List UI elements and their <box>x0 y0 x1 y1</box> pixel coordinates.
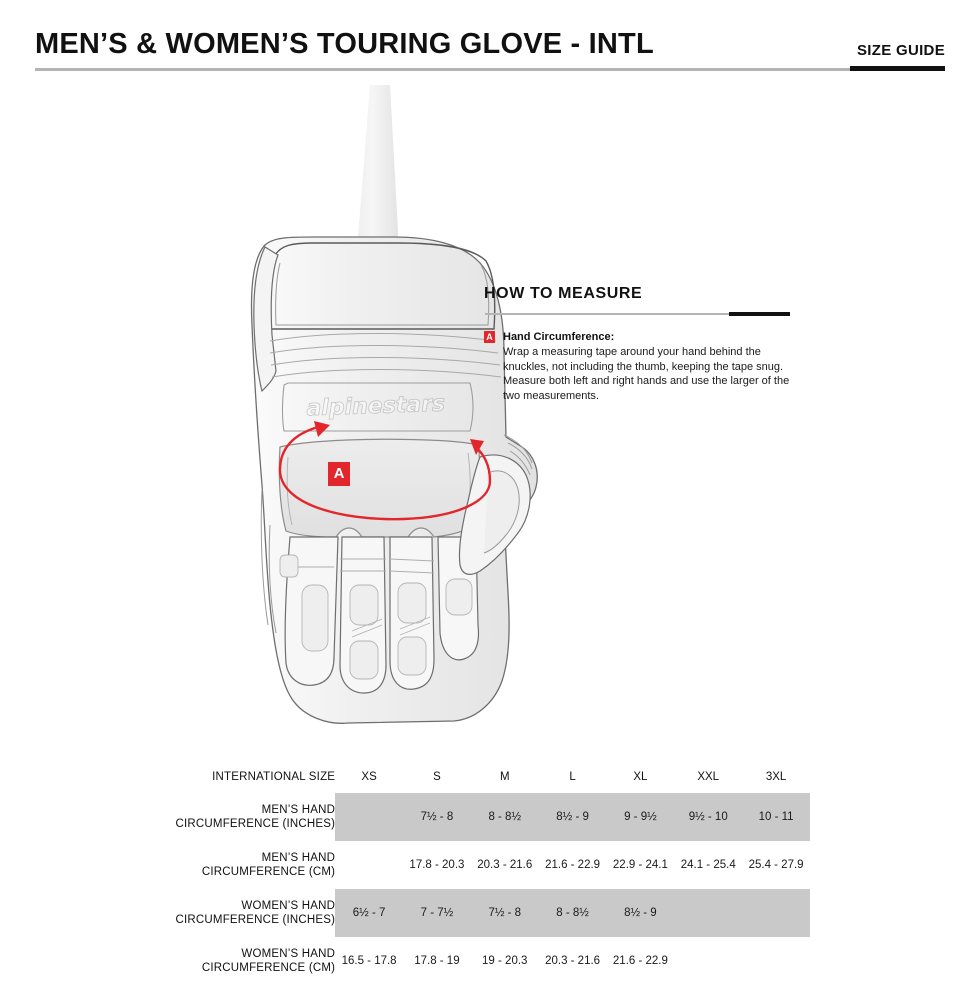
table-row: MEN’S HAND CIRCUMFERENCE (INCHES) 7½ - 8… <box>0 793 810 841</box>
cell: 21.6 - 22.9 <box>612 955 668 967</box>
header-divider-accent <box>850 66 945 71</box>
page-title: MEN’S & WOMEN’S TOURING GLOVE - INTL <box>35 28 654 60</box>
cell: 9 - 9½ <box>606 793 675 841</box>
cell: 25.4 - 27.9 <box>748 859 804 871</box>
size-column-s: S <box>433 770 441 783</box>
table-row: WOMEN’S HAND CIRCUMFERENCE (INCHES) 6½ -… <box>0 889 810 937</box>
cell: 21.6 - 22.9 <box>545 859 601 871</box>
wrist-seams <box>269 333 502 378</box>
cell: 10 - 11 <box>742 793 810 841</box>
cell: 9½ - 10 <box>674 793 743 841</box>
cell: 6½ - 7 <box>335 889 403 937</box>
cell <box>742 889 810 937</box>
measure-item-hand-circumference: A Hand Circumference: Wrap a measuring t… <box>484 330 804 403</box>
row-label-line1: WOMEN’S HAND <box>241 948 336 960</box>
size-table-wrapper: INTERNATIONAL SIZE XS S M L XL XXL 3XL M… <box>0 760 979 985</box>
cell: 22.9 - 24.1 <box>612 859 668 871</box>
row-label-line2: CIRCUMFERENCE (INCHES) <box>175 818 336 830</box>
finger-pads <box>279 554 473 680</box>
how-to-measure-divider <box>484 310 804 318</box>
cell: 8½ - 9 <box>538 793 607 841</box>
measure-item-description: Wrap a measuring tape around your hand b… <box>503 346 790 402</box>
size-column-m: M <box>499 770 510 783</box>
size-column-xxl: XXL <box>697 770 720 783</box>
brand-wordmark: alpinestars <box>306 391 446 422</box>
divider-gray <box>485 313 790 315</box>
row-label-womens-inches: WOMEN’S HAND CIRCUMFERENCE (INCHES) <box>0 889 335 937</box>
how-to-measure-section: HOW TO MEASURE A Hand Circumference: Wra… <box>484 285 804 403</box>
cell: 7½ - 8 <box>470 889 539 937</box>
cell <box>674 937 742 985</box>
cell: 8 - 8½ <box>470 793 539 841</box>
table-row: MEN’S HAND CIRCUMFERENCE (CM) 17.8 - 20.… <box>0 841 810 889</box>
how-to-measure-title: HOW TO MEASURE <box>484 285 643 302</box>
cell <box>674 889 743 937</box>
cell: 7 - 7½ <box>403 889 471 937</box>
table-header-label: INTERNATIONAL SIZE <box>212 770 336 783</box>
finger-detail-stripes <box>351 616 431 638</box>
divider-accent <box>729 312 790 316</box>
knuckle-armor <box>278 438 481 538</box>
row-label-mens-cm: MEN’S HAND CIRCUMFERENCE (CM) <box>0 841 335 889</box>
marker-a-badge: A <box>328 462 350 486</box>
cell: 19 - 20.3 <box>482 955 528 967</box>
thumb <box>458 454 531 575</box>
cell <box>335 841 403 889</box>
cell <box>742 937 810 985</box>
row-label-line1: MEN’S HAND <box>261 852 336 864</box>
measure-item-label: Hand Circumference: <box>503 331 615 343</box>
table-row: WOMEN’S HAND CIRCUMFERENCE (CM) 16.5 - 1… <box>0 937 810 985</box>
logo-panel <box>281 382 474 432</box>
size-column-xs: XS <box>361 770 377 783</box>
row-label-womens-cm: WOMEN’S HAND CIRCUMFERENCE (CM) <box>0 937 335 985</box>
size-table: INTERNATIONAL SIZE XS S M L XL XXL 3XL M… <box>0 760 810 985</box>
cell: 24.1 - 25.4 <box>680 859 736 871</box>
header-divider <box>35 68 945 71</box>
size-column-l: L <box>569 770 576 783</box>
svg-text:alpinestars: alpinestars <box>306 392 445 422</box>
row-label-line1: WOMEN’S HAND <box>241 900 336 912</box>
cell: 16.5 - 17.8 <box>341 955 397 967</box>
cell: 20.3 - 21.6 <box>545 955 601 967</box>
size-column-xl: XL <box>633 770 648 783</box>
arrow-heads <box>314 421 484 455</box>
size-column-3xl: 3XL <box>765 770 787 783</box>
finger-seams <box>292 558 435 574</box>
table-header-row: INTERNATIONAL SIZE XS S M L XL XXL 3XL <box>0 760 810 793</box>
measure-badge-a: A <box>484 331 495 343</box>
row-label-line2: CIRCUMFERENCE (INCHES) <box>175 914 336 926</box>
glove-illustration: alpinestars <box>218 85 548 765</box>
row-label-line2: CIRCUMFERENCE (CM) <box>201 866 336 878</box>
cuff-side-strap <box>253 246 279 393</box>
cell: 8½ - 9 <box>606 889 675 937</box>
cell <box>335 793 403 841</box>
row-label-line1: MEN’S HAND <box>261 804 336 816</box>
cell: 17.8 - 20.3 <box>409 859 465 871</box>
thumb-web-seams <box>503 434 533 476</box>
page-header: MEN’S & WOMEN’S TOURING GLOVE - INTL SIZ… <box>0 0 979 76</box>
cell: 20.3 - 21.6 <box>477 859 533 871</box>
cell: 8 - 8½ <box>538 889 607 937</box>
size-guide-kicker: SIZE GUIDE <box>856 42 945 59</box>
cell: 17.8 - 19 <box>414 955 460 967</box>
row-label-mens-inches: MEN’S HAND CIRCUMFERENCE (INCHES) <box>0 793 335 841</box>
row-label-line2: CIRCUMFERENCE (CM) <box>201 962 336 974</box>
cell: 7½ - 8 <box>403 793 471 841</box>
palm-side-edge <box>260 488 277 634</box>
